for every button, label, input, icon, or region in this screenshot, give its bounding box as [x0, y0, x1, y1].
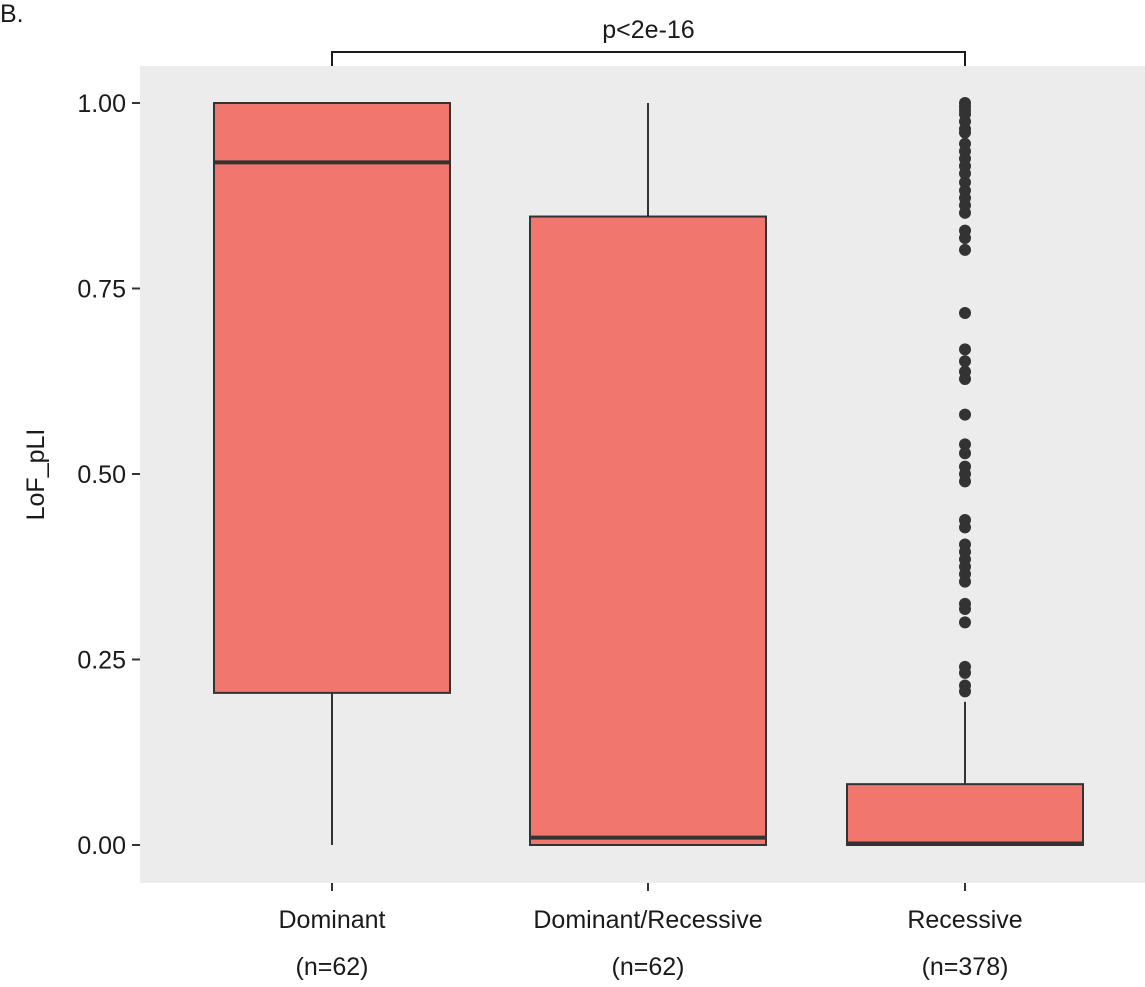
boxes-layer [213, 97, 1084, 847]
outlier-point [959, 167, 971, 180]
outlier-point [959, 575, 971, 588]
outlier-point [959, 408, 971, 421]
outlier-point [959, 666, 971, 679]
box-group-dominant-recessive [529, 103, 767, 846]
x-tick-label: Dominant [279, 906, 386, 934]
outlier-point [959, 438, 971, 451]
x-axis: Dominant (n=62) Dominant/Recessive (n=62) Re… [279, 883, 1023, 981]
x-tick-label: Dominant/Recessive [533, 906, 762, 934]
outlier-point [959, 126, 971, 139]
box-iqr [846, 783, 1084, 847]
outlier-point [959, 616, 971, 629]
y-tick-label: 0.50 [77, 461, 126, 489]
significance-bracket [331, 51, 966, 68]
x-tick-count-label: (n=62) [296, 953, 369, 981]
y-axis-label: LoF_pLI [22, 429, 50, 521]
outlier-point [959, 343, 971, 356]
outlier-point [959, 355, 971, 368]
outlier-point [959, 206, 971, 219]
outlier-point [959, 447, 971, 460]
outlier-point [959, 243, 971, 256]
box-iqr [213, 102, 451, 694]
box-iqr [529, 215, 767, 846]
outlier-point [959, 475, 971, 488]
x-tick-label: Recessive [907, 906, 1022, 934]
y-tick-label: 0.00 [77, 832, 126, 860]
outlier-point [959, 232, 971, 245]
outlier-point [959, 306, 971, 319]
x-tick-count-label: (n=378) [922, 953, 1009, 981]
outlier-point [959, 685, 971, 698]
outlier-point [959, 373, 971, 386]
outlier-point [959, 521, 971, 534]
y-tick-label: 0.75 [77, 276, 126, 304]
box-group-dominant [213, 102, 451, 845]
x-tick-count-label: (n=62) [612, 953, 685, 981]
p-value-label: p<2e-16 [602, 16, 694, 44]
y-tick-label: 1.00 [77, 90, 126, 118]
box-group-recessive [846, 97, 1084, 847]
y-tick-label: 0.25 [77, 647, 126, 675]
significance-bracket-group: p<2e-16 [331, 16, 966, 68]
panel-label: B. [0, 0, 24, 28]
y-axis: 0.00 0.25 0.50 0.75 1.00 [77, 90, 140, 860]
outlier-point [959, 603, 971, 616]
